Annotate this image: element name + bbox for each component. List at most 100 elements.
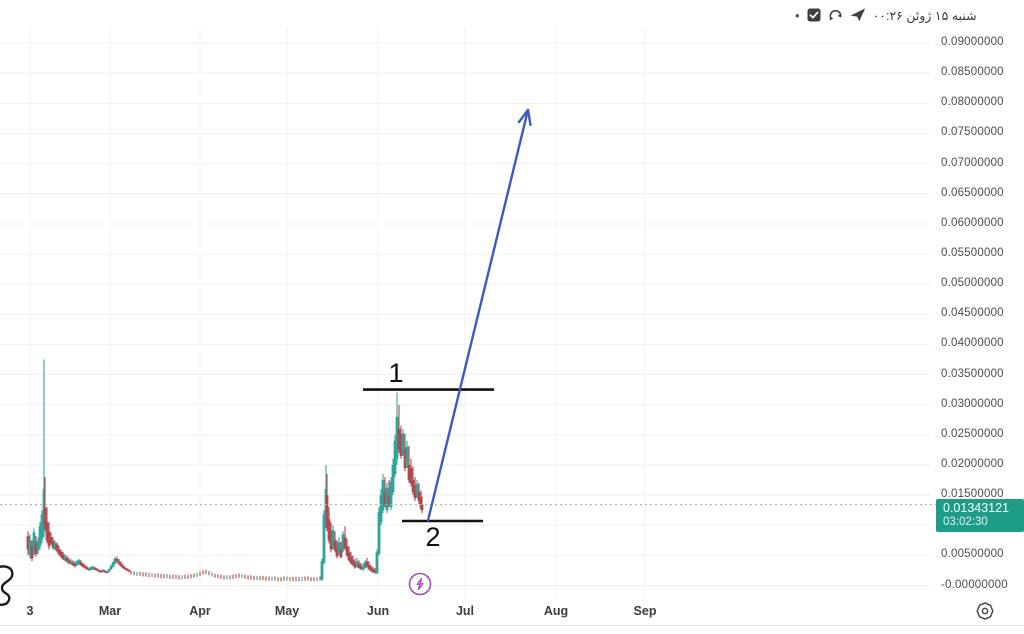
candle-body — [79, 562, 83, 565]
candle-body — [83, 566, 87, 568]
candle-body — [401, 433, 405, 453]
trend-arrow-head[interactable] — [517, 108, 532, 127]
candle-body — [109, 566, 113, 570]
price-tick-label: 0.01500000 — [941, 488, 1004, 500]
price-tick-label: 0.07000000 — [941, 157, 1004, 169]
settings-icon[interactable] — [975, 601, 995, 626]
candle-body — [322, 514, 326, 563]
price-tick-label: 0.07500000 — [941, 126, 1004, 138]
candle-body — [393, 440, 397, 474]
candle-body — [45, 522, 49, 541]
candle-body — [357, 563, 361, 568]
price-tick-label: 0.05000000 — [941, 277, 1004, 289]
bullet-dot: • — [795, 7, 800, 23]
candle-body — [403, 449, 407, 468]
candle-body — [67, 560, 71, 564]
candle-body — [405, 446, 409, 465]
candle-body — [345, 546, 349, 556]
candle-body — [95, 569, 99, 571]
annotation-label-2[interactable]: 2 — [425, 522, 441, 552]
candle-body — [347, 552, 351, 561]
candle-body — [375, 552, 379, 574]
candle-body — [325, 495, 329, 529]
send-icon[interactable] — [850, 8, 866, 22]
candle-body — [77, 560, 81, 564]
candle-body — [413, 486, 417, 499]
time-tick-label: 3 — [26, 604, 34, 618]
price-tick-label: 0.06000000 — [941, 217, 1004, 229]
candle-body — [335, 548, 339, 557]
candle-body — [365, 561, 369, 567]
candle-body — [89, 567, 93, 570]
candle-body — [361, 566, 365, 570]
candle-body — [349, 556, 353, 564]
candle-body — [355, 561, 359, 567]
candle-body — [385, 487, 389, 511]
candle-body — [117, 561, 121, 564]
candle-body — [81, 564, 85, 567]
candle-body — [337, 542, 341, 554]
candle-body — [57, 549, 61, 555]
candle-body — [343, 537, 347, 548]
topbar: • شنبه ۱۵ ژوئن ۰۰:۲۶ — [795, 4, 1024, 26]
candle-body — [32, 532, 36, 551]
candle-body — [391, 465, 395, 493]
candle-body — [359, 566, 363, 570]
annotation-label-1[interactable]: 1 — [388, 358, 404, 388]
time-axis[interactable]: 3 Mar Apr May Jun Jul Aug Sep — [0, 600, 930, 624]
candle-body — [47, 531, 51, 547]
candle-body — [43, 507, 47, 529]
candle-body — [377, 512, 381, 554]
price-tick-label: 0.03000000 — [941, 398, 1004, 410]
time-tick-label: May — [274, 604, 300, 618]
time-tick-label: Sep — [633, 604, 657, 618]
candle-body — [63, 556, 67, 561]
price-tick-label: 0.06500000 — [941, 187, 1004, 199]
candle-body — [97, 570, 101, 572]
repost-icon[interactable] — [828, 8, 843, 23]
candle-body — [40, 514, 44, 539]
candle-body — [381, 480, 385, 511]
candle-body — [327, 519, 331, 541]
price-tick-label: 0.03500000 — [941, 368, 1004, 380]
price-tick-label: 0.00500000 — [941, 548, 1004, 560]
candle-body — [411, 480, 415, 493]
candle-body — [26, 536, 30, 550]
candlestick-chart[interactable] — [0, 0, 938, 634]
candle-body — [61, 554, 65, 559]
candle-body — [371, 569, 375, 573]
candle-body — [387, 495, 391, 505]
price-tick-label: 0.08000000 — [941, 96, 1004, 108]
candle-body — [399, 434, 403, 456]
current-price-badge[interactable]: 0.01343121 03:02:30 — [936, 499, 1024, 532]
candle-body — [55, 544, 59, 551]
checkbox-icon[interactable] — [807, 8, 821, 22]
time-tick-label: Mar — [98, 604, 122, 618]
candle-body — [103, 571, 107, 573]
candle-body — [99, 571, 103, 573]
candle-body — [34, 543, 38, 555]
price-tick-label: 0.05500000 — [941, 247, 1004, 259]
time-tick-label: Jul — [455, 604, 475, 618]
candle-body — [38, 526, 42, 546]
lightning-icon[interactable] — [407, 571, 433, 602]
price-tick-label: 0.04500000 — [941, 307, 1004, 319]
current-price-value: 0.01343121 — [943, 501, 1010, 515]
candle-body — [65, 557, 69, 562]
candle-body — [419, 498, 423, 509]
time-tick-label: Apr — [189, 604, 211, 618]
price-tick-label: 0.04000000 — [941, 337, 1004, 349]
candle-body — [115, 559, 119, 562]
candle-body — [320, 561, 324, 580]
candle-body — [30, 546, 34, 559]
candle-body — [383, 492, 387, 505]
trend-arrow-shaft[interactable] — [426, 108, 530, 522]
candle-body — [417, 492, 421, 502]
countdown-timer: 03:02:30 — [943, 516, 988, 528]
candle-body — [101, 569, 105, 572]
candle-body — [407, 465, 411, 481]
candle-body — [353, 562, 357, 568]
candle-body — [331, 530, 335, 547]
candle-body — [389, 481, 393, 508]
